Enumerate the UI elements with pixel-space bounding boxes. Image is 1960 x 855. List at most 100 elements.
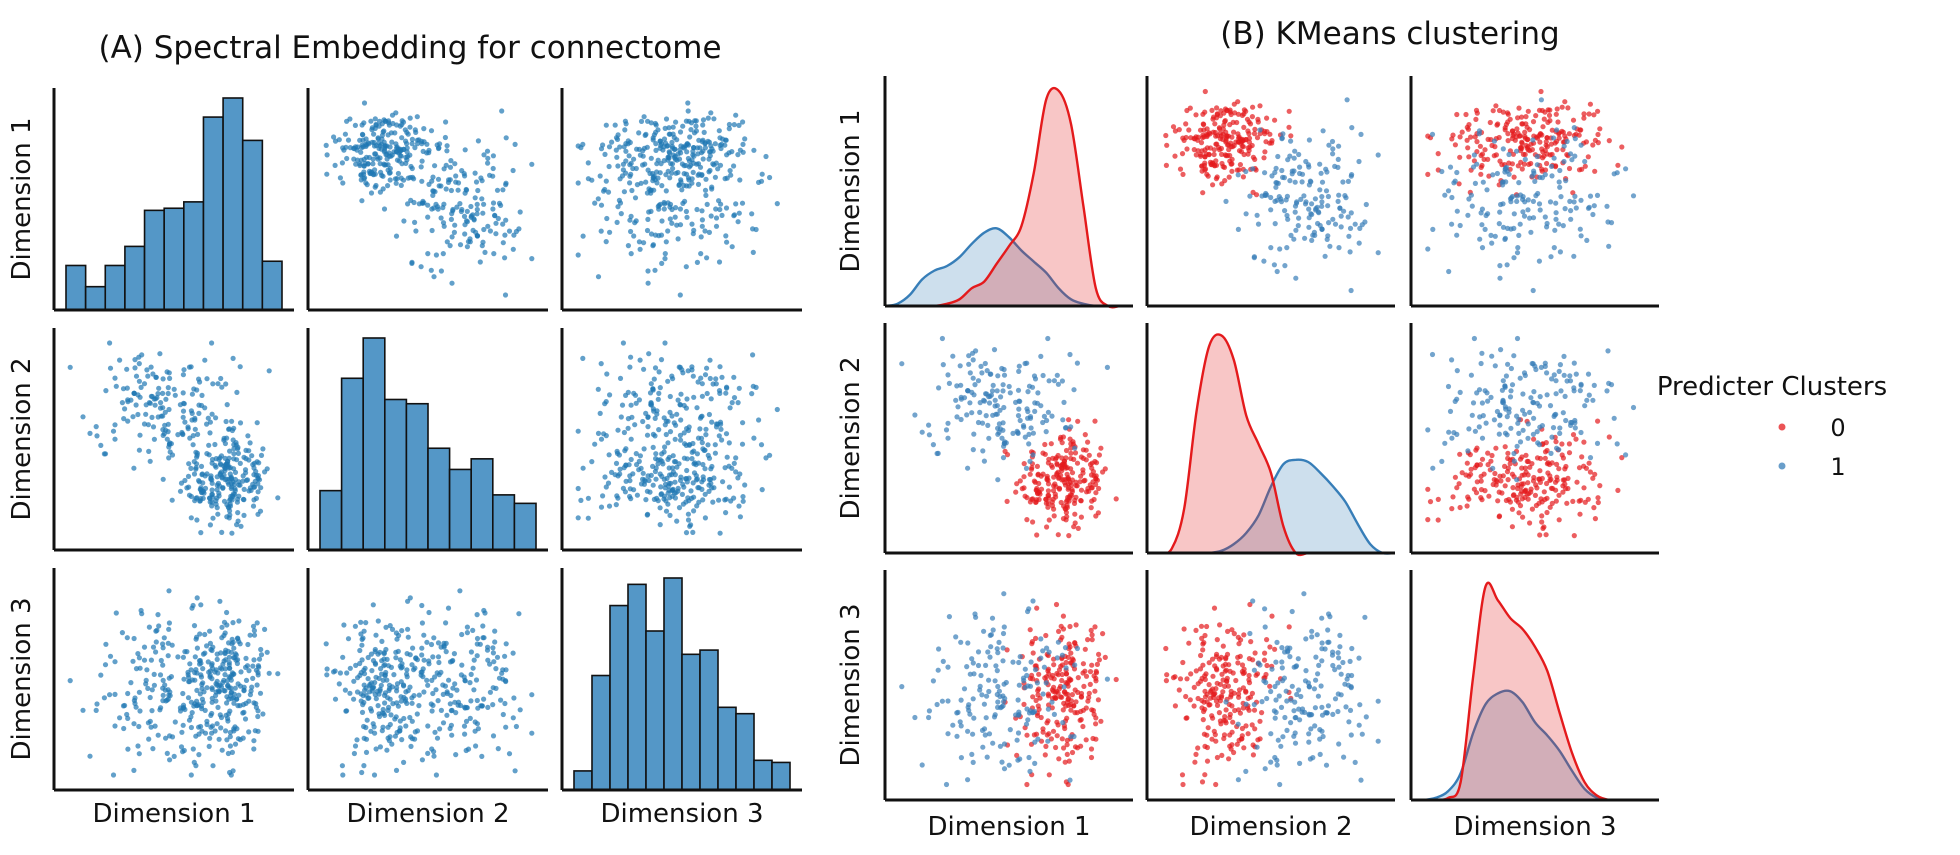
panel-b-cell-r2-c2	[1145, 323, 1396, 557]
scatter-point	[493, 685, 499, 692]
scatter-point	[448, 158, 454, 164]
scatter-point-cluster-0	[1072, 511, 1078, 517]
scatter-point-cluster-0	[1083, 737, 1089, 743]
scatter-point	[138, 607, 144, 614]
scatter-point-cluster-1	[1059, 652, 1065, 658]
scatter-point	[492, 628, 498, 634]
scatter-point	[444, 148, 450, 154]
scatter-point-cluster-0	[1199, 135, 1206, 141]
scatter-point-cluster-0	[1206, 660, 1212, 666]
scatter-point-cluster-0	[1261, 128, 1268, 134]
scatter-point-cluster-1	[998, 394, 1004, 400]
scatter-point	[230, 620, 236, 626]
scatter-point	[645, 280, 651, 286]
scatter-point	[723, 496, 729, 502]
scatter-point-cluster-0	[1184, 676, 1190, 682]
scatter-point-cluster-1	[1511, 450, 1517, 457]
scatter-point	[699, 217, 706, 223]
scatter-point	[207, 674, 213, 680]
scatter-point-cluster-0	[1054, 733, 1060, 739]
scatter-point	[67, 364, 73, 370]
scatter-point	[731, 212, 738, 218]
scatter-point-cluster-1	[1465, 448, 1471, 454]
panel-a-row-label-3: Dimension 3	[7, 597, 37, 760]
scatter-point-cluster-1	[971, 671, 977, 677]
scatter-point-cluster-0	[1472, 134, 1478, 140]
scatter-point	[470, 212, 476, 218]
scatter-point-cluster-1	[1623, 452, 1629, 458]
scatter-point-cluster-1	[1323, 166, 1329, 172]
scatter-point-cluster-0	[1252, 156, 1258, 162]
scatter-point-cluster-0	[1089, 637, 1095, 643]
scatter-point	[372, 125, 378, 131]
scatter-point	[234, 696, 240, 702]
scatter-point-cluster-1	[1279, 665, 1285, 671]
scatter-point	[575, 180, 581, 186]
scatter-point-cluster-0	[1560, 477, 1566, 483]
scatter-point-cluster-1	[1043, 680, 1049, 686]
scatter-point-cluster-0	[1229, 134, 1235, 140]
scatter-point-cluster-1	[945, 731, 951, 737]
scatter-point-cluster-1	[1454, 169, 1460, 176]
scatter-point-cluster-1	[936, 646, 942, 652]
scatter-point	[640, 418, 646, 425]
panel-a-cell-r3-c2	[306, 568, 548, 792]
scatter-point	[365, 654, 371, 661]
scatter-point	[628, 436, 634, 442]
scatter-point	[102, 662, 109, 668]
scatter-point	[137, 432, 143, 438]
scatter-point-cluster-1	[1040, 372, 1046, 379]
scatter-point	[750, 249, 756, 255]
scatter-point	[468, 671, 474, 678]
scatter-point-cluster-1	[1055, 639, 1061, 645]
scatter-point	[631, 390, 637, 396]
scatter-point-cluster-0	[1239, 725, 1245, 732]
scatter-point-cluster-1	[1301, 193, 1307, 199]
scatter-point-cluster-1	[1029, 384, 1036, 390]
scatter-point	[438, 215, 444, 221]
scatter-point-cluster-1	[1530, 287, 1536, 294]
scatter-point	[628, 354, 634, 360]
scatter-point-cluster-1	[930, 678, 937, 684]
scatter-point	[667, 429, 674, 435]
scatter-point	[196, 376, 202, 382]
scatter-point	[603, 433, 609, 439]
scatter-point-cluster-1	[1325, 703, 1331, 709]
scatter-point-cluster-0	[1547, 118, 1553, 124]
scatter-point-cluster-0	[1093, 481, 1099, 488]
scatter-point	[262, 626, 268, 633]
scatter-point-cluster-1	[1342, 681, 1348, 687]
scatter-point-cluster-1	[1470, 400, 1477, 406]
scatter-point	[704, 255, 710, 261]
scatter-point-cluster-1	[977, 409, 983, 415]
scatter-point	[699, 208, 705, 214]
scatter-point	[667, 150, 673, 156]
scatter-point-cluster-0	[1233, 139, 1239, 145]
scatter-point-cluster-0	[1592, 137, 1598, 143]
scatter-point-cluster-1	[1569, 419, 1575, 426]
scatter-point-cluster-1	[946, 380, 953, 386]
scatter-point	[478, 175, 484, 181]
scatter-point	[451, 229, 457, 235]
scatter-point	[258, 452, 265, 458]
scatter-point-cluster-1	[1476, 131, 1482, 137]
scatter-point-cluster-1	[1330, 146, 1336, 152]
scatter-point-cluster-0	[1262, 650, 1268, 656]
scatter-point	[186, 492, 193, 498]
scatter-point	[157, 672, 164, 678]
scatter-point-cluster-1	[1268, 207, 1274, 213]
scatter-point	[231, 726, 237, 732]
scatter-point	[410, 645, 416, 651]
scatter-point-cluster-0	[1247, 601, 1253, 608]
scatter-point	[670, 124, 676, 130]
scatter-point-cluster-1	[1001, 741, 1008, 747]
scatter-point	[214, 678, 220, 684]
scatter-point	[621, 144, 627, 150]
scatter-point	[529, 692, 535, 698]
scatter-point	[136, 655, 142, 661]
scatter-point	[219, 666, 225, 672]
scatter-point	[490, 173, 496, 179]
scatter-point	[458, 672, 464, 678]
scatter-point-cluster-0	[1566, 441, 1572, 447]
scatter-point	[670, 165, 676, 172]
